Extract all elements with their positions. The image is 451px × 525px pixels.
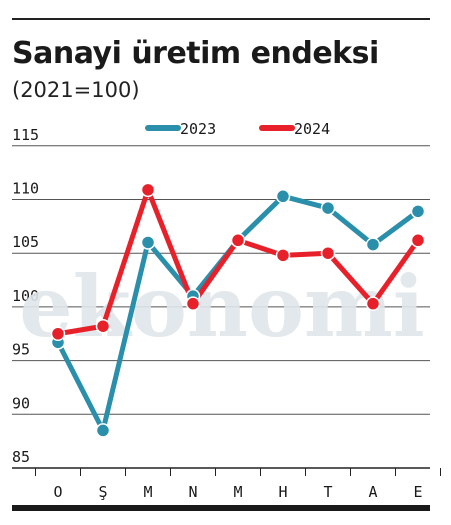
x-tick-label-2: M xyxy=(143,483,152,501)
data-point-2023-7 xyxy=(365,237,381,252)
y-tick-label-95: 95 xyxy=(12,341,30,359)
data-point-2023-1 xyxy=(95,423,111,438)
data-point-2024-0 xyxy=(50,326,66,341)
data-point-2024-1 xyxy=(95,318,111,334)
chart-subtitle: (2021=100) xyxy=(12,78,140,102)
x-tick-label-6: T xyxy=(323,483,332,501)
x-tick-label-8: E xyxy=(413,483,422,501)
data-point-2024-3 xyxy=(185,296,201,311)
data-point-2023-2 xyxy=(140,235,156,250)
data-point-2024-8 xyxy=(410,233,426,248)
bottom-bar xyxy=(12,505,430,511)
y-tick-label-110: 110 xyxy=(12,180,39,198)
x-tick-label-5: H xyxy=(278,483,287,501)
x-tick-label-3: N xyxy=(188,483,197,501)
legend-label-2023: 2023 xyxy=(180,120,216,138)
data-point-2024-6 xyxy=(320,245,336,261)
data-point-2023-6 xyxy=(320,200,336,216)
data-point-2023-8 xyxy=(410,204,426,219)
chart-title: Sanayi üretim endeksi xyxy=(12,36,379,71)
x-tick-label-4: M xyxy=(233,483,242,501)
x-tick-label-0: O xyxy=(53,483,62,501)
y-tick-label-90: 90 xyxy=(12,394,30,412)
watermark: ekonomi xyxy=(19,257,425,356)
x-tick-label-7: A xyxy=(368,483,377,501)
y-tick-label-115: 115 xyxy=(12,126,39,144)
legend-label-2024: 2024 xyxy=(294,120,330,138)
data-point-2024-5 xyxy=(275,248,291,263)
data-point-2024-4 xyxy=(230,233,246,248)
data-point-2023-5 xyxy=(275,189,291,204)
x-tick-label-1: Ş xyxy=(98,483,107,501)
data-point-2024-7 xyxy=(365,296,381,311)
top-rule xyxy=(12,18,430,20)
y-tick-label-85: 85 xyxy=(12,448,30,466)
y-tick-label-100: 100 xyxy=(12,287,39,305)
data-point-2024-2 xyxy=(140,182,156,198)
y-tick-label-105: 105 xyxy=(12,233,39,251)
